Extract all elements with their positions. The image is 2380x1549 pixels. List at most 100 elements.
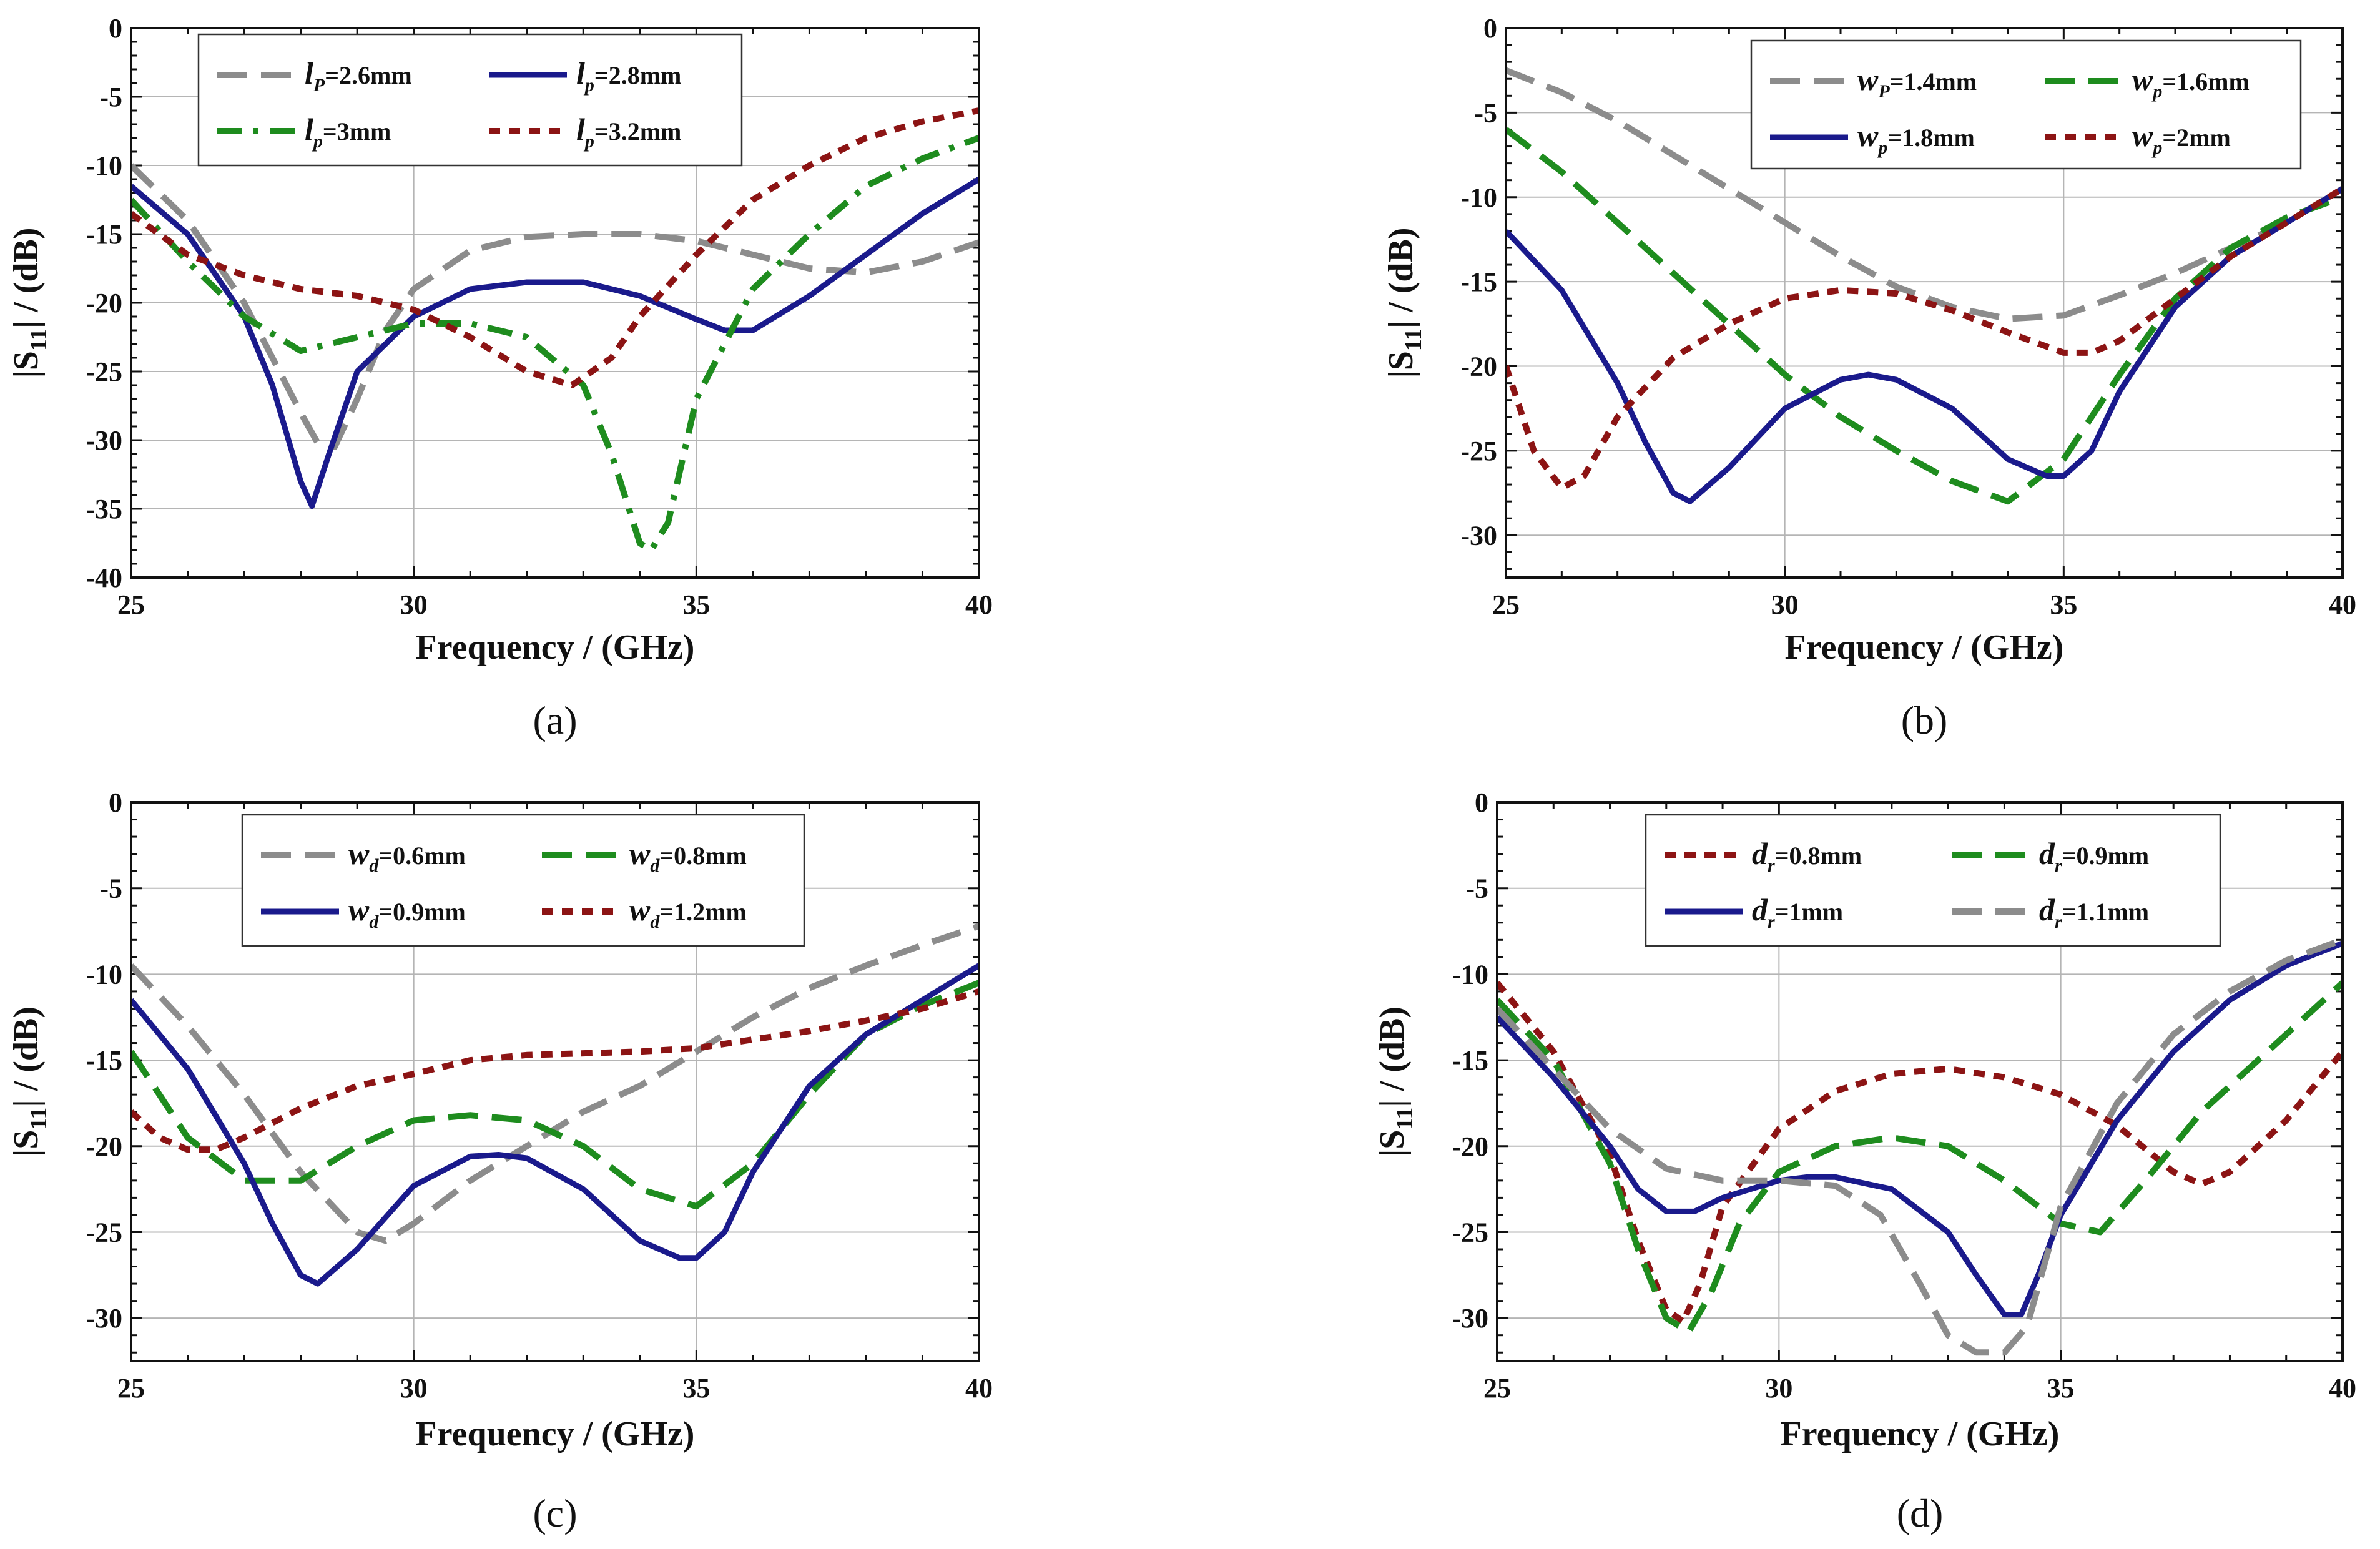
y-tick-label: -20 <box>86 288 122 318</box>
legend-entry-3: dr=1mm <box>1752 892 1843 932</box>
y-tick-label: 0 <box>1483 13 1497 44</box>
y-tick-label: -40 <box>86 563 122 593</box>
plot-frame <box>130 801 980 1362</box>
series-line-4 <box>1497 937 2343 1356</box>
series-line-3 <box>131 963 979 1287</box>
y-tick-label: -15 <box>1460 267 1497 297</box>
y-axis-label-main: |S <box>7 1130 46 1157</box>
y-tick-label: -30 <box>1452 1303 1488 1334</box>
legend-entry-1: dr=0.8mm <box>1752 836 1862 876</box>
series-line-4 <box>131 107 979 388</box>
legend-entry-3: wd=0.9mm <box>348 892 466 932</box>
x-tick-label: 35 <box>2050 589 2077 620</box>
y-axis-label: |S11| / (dB) <box>1382 227 1427 378</box>
x-tick-label: 35 <box>682 589 710 620</box>
legend: wP=1.4mm wp=1.6mm wp=1.8mm wp=2mm <box>1750 39 2302 170</box>
y-axis-label: |S11| / (dB) <box>7 1006 52 1157</box>
legend-entry-3: wp=1.8mm <box>1857 118 1975 158</box>
chart-panel-4: 25 30 35 40 0 -5 -10 -15 -20 -25 -30 Frequency / (G… <box>1373 787 2356 1535</box>
x-tick-label: 30 <box>400 1373 428 1404</box>
chart-panel-1: 25 30 35 40 0 -5 -10 -15 -20 -25 -30 -35 -40 Frequenc… <box>7 13 993 742</box>
plot-frame <box>1505 27 2344 579</box>
legend: lP=2.6mm lp=2.8mm lp=3mm lp=3.2mm <box>197 33 743 167</box>
chart-panel-2: 25 30 35 40 0 -5 -10 -15 -20 -25 -30 Frequency / (G… <box>1382 13 2356 742</box>
legend-box <box>197 33 743 167</box>
x-tick-label: 30 <box>400 589 428 620</box>
y-axis-label-tail: | / (dB) <box>1382 227 1420 328</box>
series-line-3 <box>131 135 979 553</box>
x-axis-label: Frequency / (GHz) <box>416 1415 695 1453</box>
y-tick-label: -20 <box>86 1131 122 1162</box>
x-tick-label: 40 <box>2329 589 2356 620</box>
legend-box <box>1750 39 2302 170</box>
y-tick-label: -15 <box>86 219 122 250</box>
legend-entry-1: wP=1.4mm <box>1857 62 1977 102</box>
y-tick-label: -25 <box>86 1217 122 1247</box>
legend-entry-2: dr=0.9mm <box>2039 836 2149 876</box>
y-tick-label: -25 <box>1452 1217 1488 1247</box>
series-line-3 <box>1506 186 2343 504</box>
legend-entry-4: wd=1.2mm <box>629 892 747 932</box>
y-tick-label: -30 <box>86 425 122 456</box>
plot-frame <box>130 27 980 579</box>
y-tick-label: -10 <box>86 150 122 181</box>
y-tick-label: -5 <box>99 873 122 904</box>
x-tick-label: 25 <box>117 1373 145 1404</box>
x-tick-label: 25 <box>117 589 145 620</box>
legend-entry-2: wp=1.6mm <box>2132 62 2250 102</box>
y-axis-label-main: |S <box>1382 351 1420 378</box>
chart-panel-3: 25 30 35 40 0 -5 -10 -15 -20 -25 -30 Frequency / (G… <box>7 787 993 1535</box>
series-line-1 <box>1506 67 2343 322</box>
y-tick-label: -15 <box>1452 1045 1488 1076</box>
legend-entry-4: dr=1.1mm <box>2039 892 2149 932</box>
x-tick-label: 40 <box>2329 1373 2356 1404</box>
series-line-1 <box>131 163 979 450</box>
y-tick-label: -10 <box>1460 182 1497 213</box>
y-axis-label: |S11| / (dB) <box>1373 1006 1418 1157</box>
x-axis-label: Frequency / (GHz) <box>1785 628 2064 667</box>
y-tick-label: -35 <box>86 494 122 524</box>
series-line-2 <box>131 177 979 509</box>
series-group <box>131 923 979 1287</box>
legend: wd=0.6mm wd=0.8mm wd=0.9mm wd=1.2mm <box>241 814 805 947</box>
x-tick-label: 35 <box>682 1373 710 1404</box>
y-tick-label: 0 <box>1475 787 1488 818</box>
y-tick-label: -10 <box>1452 959 1488 990</box>
legend-entry-2: lp=2.8mm <box>576 56 681 96</box>
legend-entry-4: lp=3.2mm <box>576 112 681 152</box>
y-axis-label-main: |S <box>7 351 46 378</box>
y-axis-label-tail: | / (dB) <box>7 227 46 328</box>
y-tick-label: -20 <box>1460 352 1497 382</box>
y-tick-label: -25 <box>1460 436 1497 466</box>
panel-label: (b) <box>1901 698 1948 742</box>
y-tick-label: -5 <box>1465 873 1488 904</box>
series-line-1 <box>1497 981 2343 1325</box>
y-axis-label-tail: | / (dB) <box>7 1006 46 1108</box>
x-tick-label: 30 <box>1765 1373 1792 1404</box>
y-axis-label-sub: 11 <box>1392 1108 1418 1130</box>
legend-entry-2: wd=0.8mm <box>629 836 747 876</box>
y-axis-label-sub: 11 <box>1400 328 1427 351</box>
legend-box <box>241 814 805 947</box>
x-tick-label: 25 <box>1492 589 1520 620</box>
legend-entry-4: wp=2mm <box>2132 118 2231 158</box>
legend-entry-1: lP=2.6mm <box>305 56 412 96</box>
series-line-2 <box>1506 127 2343 505</box>
y-axis-label: |S11| / (dB) <box>7 227 52 378</box>
y-tick-label: -20 <box>1452 1131 1488 1162</box>
series-group <box>1506 67 2343 505</box>
legend-box <box>1645 814 2221 947</box>
x-tick-label: 25 <box>1483 1373 1511 1404</box>
plot-frame <box>1496 801 2344 1362</box>
y-tick-label: -5 <box>1474 97 1497 128</box>
y-tick-label: -30 <box>86 1303 122 1334</box>
series-line-4 <box>1506 185 2343 491</box>
y-tick-label: -15 <box>86 1045 122 1076</box>
legend-entry-1: wd=0.6mm <box>348 836 466 876</box>
y-tick-label: -10 <box>86 959 122 990</box>
y-tick-label: -5 <box>99 82 122 112</box>
x-tick-label: 40 <box>965 1373 993 1404</box>
y-axis-label-sub: 11 <box>26 328 52 351</box>
series-group <box>131 107 979 553</box>
